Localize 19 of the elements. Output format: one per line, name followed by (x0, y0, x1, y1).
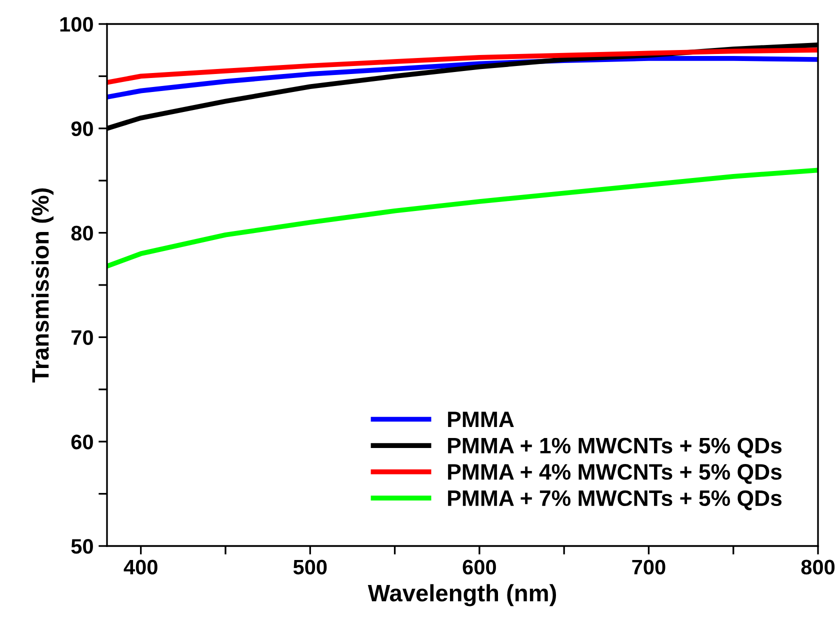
x-axis-title: Wavelength (nm) (368, 584, 556, 606)
legend-label: PMMA + 1% MWCNTs + 5% QDs (448, 438, 782, 458)
x-tick-label: 600 (462, 560, 496, 574)
y-tick-label: 100 (60, 17, 93, 32)
y-tick-label: 90 (71, 121, 93, 136)
x-tick-label: 500 (293, 560, 327, 574)
line-series (107, 48, 818, 85)
legend-label: PMMA (448, 412, 514, 428)
y-tick-label: 60 (71, 434, 93, 450)
y-tick-label: 80 (71, 226, 93, 241)
line-series (107, 168, 818, 269)
y-tick-label: 50 (71, 539, 93, 554)
x-tick-label: 700 (632, 560, 666, 574)
y-axis-title: Transmission (%) (31, 188, 54, 382)
x-tick-label: 800 (801, 560, 835, 574)
legend-label: PMMA + 7% MWCNTs + 5% QDs (448, 490, 782, 510)
y-tick-label: 70 (72, 330, 93, 345)
x-tick-label: 400 (124, 560, 158, 574)
legend-label: PMMA + 4% MWCNTs + 5% QDs (448, 464, 782, 484)
